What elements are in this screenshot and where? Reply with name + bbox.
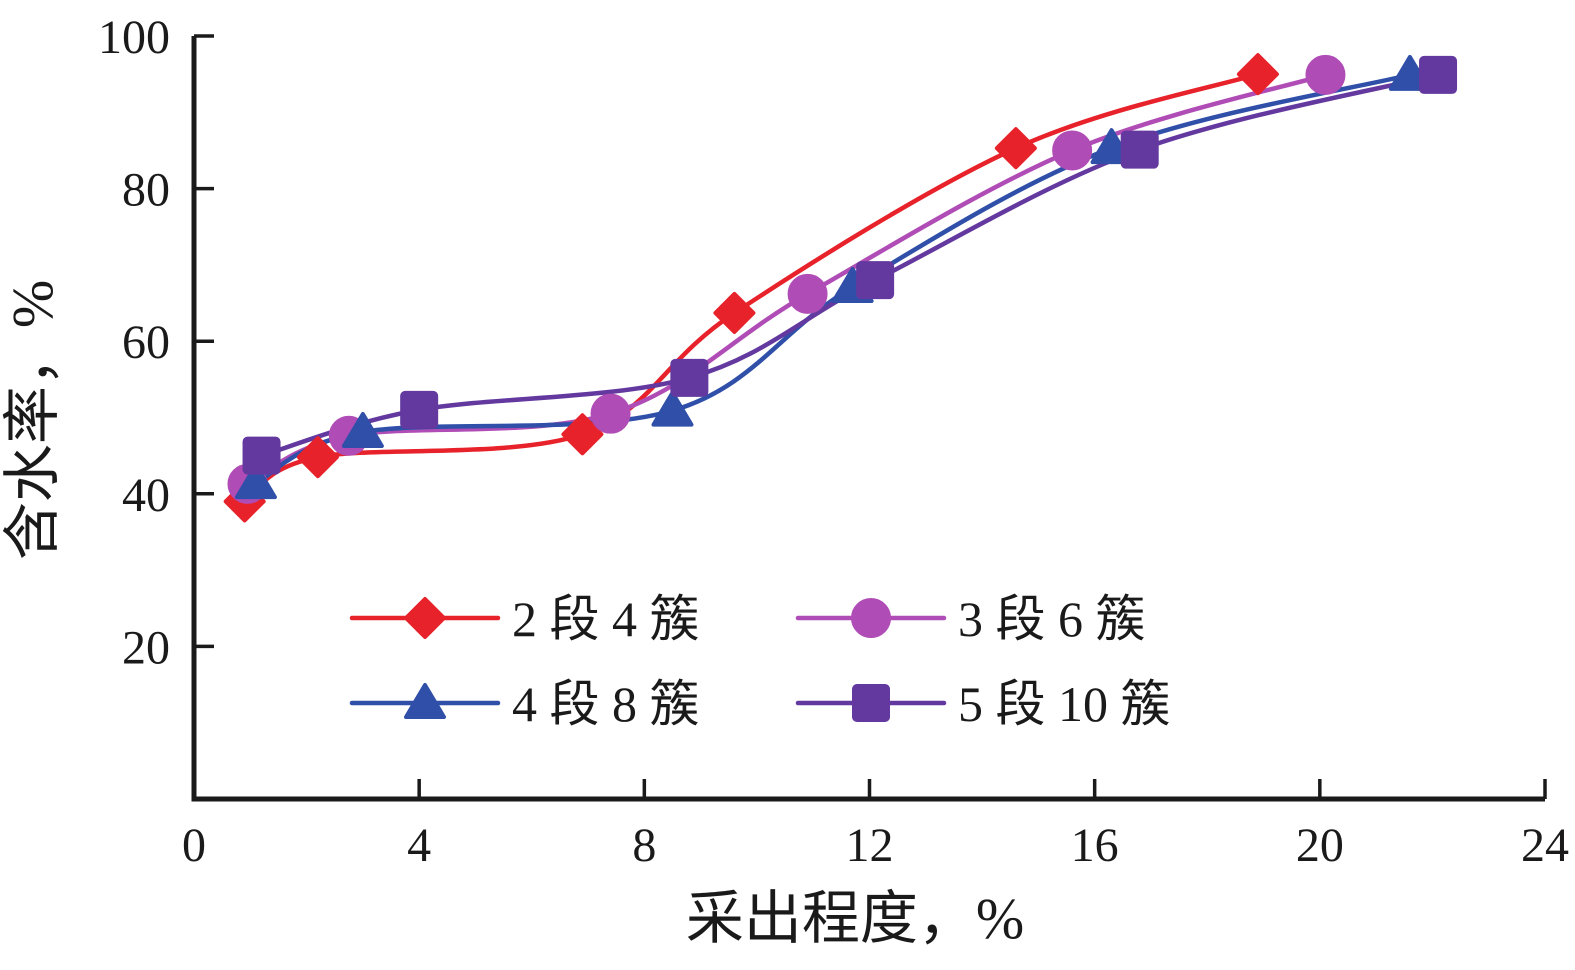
x-axis-label: 采出程度，% — [686, 886, 1024, 951]
y-axis-label: 含水率，% — [0, 280, 65, 560]
x-tick-label: 8 — [632, 819, 656, 872]
legend-label-series-3: 4 段 8 簇 — [512, 676, 700, 732]
x-tick-label: 12 — [846, 819, 894, 872]
series-3-marker-triangle — [651, 390, 694, 427]
series-2-marker-circle — [787, 273, 828, 314]
x-tick-label: 20 — [1296, 819, 1344, 872]
x-tick-label: 4 — [407, 819, 431, 872]
y-tick-label: 100 — [98, 11, 170, 64]
legend-marker-diamond — [404, 597, 446, 639]
legend-layer: 2 段 4 簇 3 段 6 簇 4 段 8 簇 5 段 10 簇 — [349, 591, 1171, 732]
series-4-marker-square — [242, 436, 281, 475]
series-4-marker-square — [1419, 55, 1458, 94]
series-1-marker-diamond — [296, 436, 339, 479]
series-3-marker-triangle — [234, 463, 277, 500]
series-4-marker-square — [1120, 130, 1159, 169]
tick-layer: 0 4 8 12 16 20 24 20 40 60 80 100 — [98, 11, 1569, 872]
legend-label-series-1: 2 段 4 簇 — [512, 591, 700, 647]
marker-layer — [223, 53, 1458, 523]
y-tick-label: 20 — [122, 621, 170, 674]
series-4-marker-square — [400, 390, 439, 429]
series-1-marker-diamond — [1236, 53, 1279, 96]
x-tick-label: 16 — [1071, 819, 1119, 872]
legend-label-series-4: 5 段 10 簇 — [958, 676, 1171, 732]
series-2-marker-circle — [590, 393, 631, 434]
series-2-marker-circle — [1305, 54, 1346, 95]
y-tick-label: 60 — [122, 316, 170, 369]
series-3-marker-triangle — [341, 411, 384, 448]
series-2-marker-circle — [1052, 130, 1093, 171]
series-1-marker-diamond — [713, 291, 756, 334]
series-1-marker-diamond — [561, 413, 604, 456]
legend-marker-triangle — [404, 683, 446, 719]
series-4-marker-square — [856, 261, 895, 300]
series-1-marker-diamond — [994, 127, 1037, 170]
series-4-marker-square — [670, 358, 709, 397]
legend-marker-square — [852, 684, 890, 722]
x-tick-label: 0 — [182, 819, 206, 872]
legend-marker-circle — [851, 598, 891, 638]
y-tick-label: 40 — [122, 469, 170, 522]
y-tick-label: 80 — [122, 164, 170, 217]
x-tick-label: 24 — [1521, 819, 1569, 872]
legend-label-series-2: 3 段 6 簇 — [958, 591, 1146, 647]
legend-samples — [349, 597, 947, 722]
